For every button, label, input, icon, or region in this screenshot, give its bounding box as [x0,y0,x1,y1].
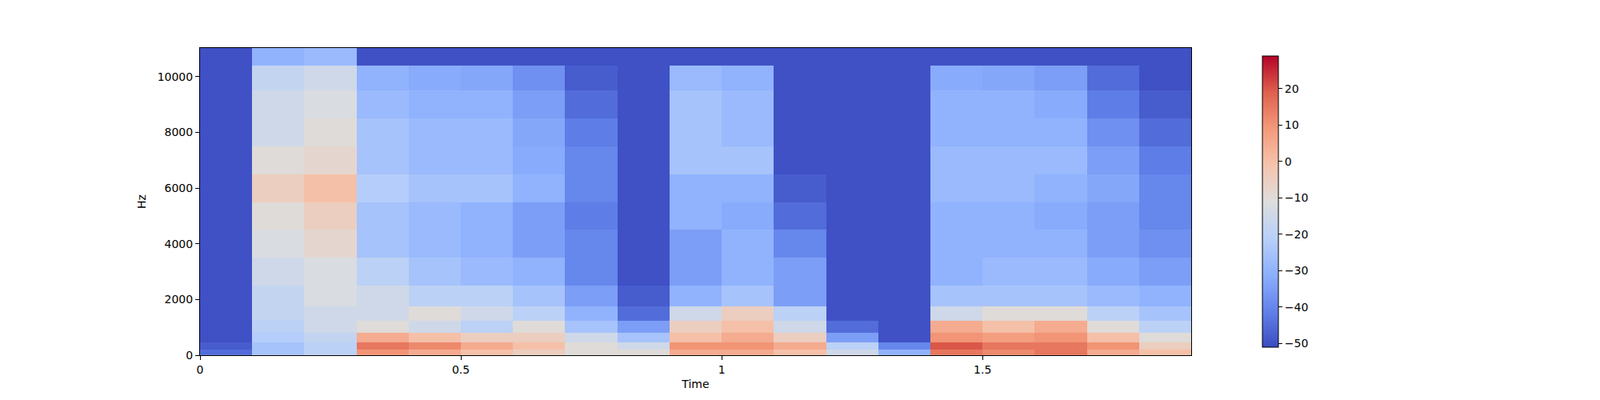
svg-text:Hz: Hz [135,194,148,209]
svg-text:−10: −10 [1284,191,1309,204]
svg-text:1: 1 [718,363,726,376]
svg-text:0: 0 [1284,155,1292,168]
svg-text:4000: 4000 [164,237,194,251]
svg-text:0: 0 [196,363,204,376]
svg-text:10000: 10000 [157,70,194,84]
svg-text:10: 10 [1284,118,1300,132]
svg-text:8000: 8000 [164,125,194,139]
svg-text:20: 20 [1284,82,1300,96]
svg-text:−30: −30 [1284,264,1309,277]
svg-text:−20: −20 [1284,228,1309,241]
svg-text:−40: −40 [1284,300,1309,314]
svg-text:Time: Time [680,377,709,391]
svg-text:6000: 6000 [164,181,194,195]
svg-text:−50: −50 [1284,336,1309,350]
svg-text:1.5: 1.5 [973,363,992,376]
svg-text:0.5: 0.5 [452,363,470,376]
svg-text:2000: 2000 [164,292,194,306]
svg-text:0: 0 [185,348,193,362]
